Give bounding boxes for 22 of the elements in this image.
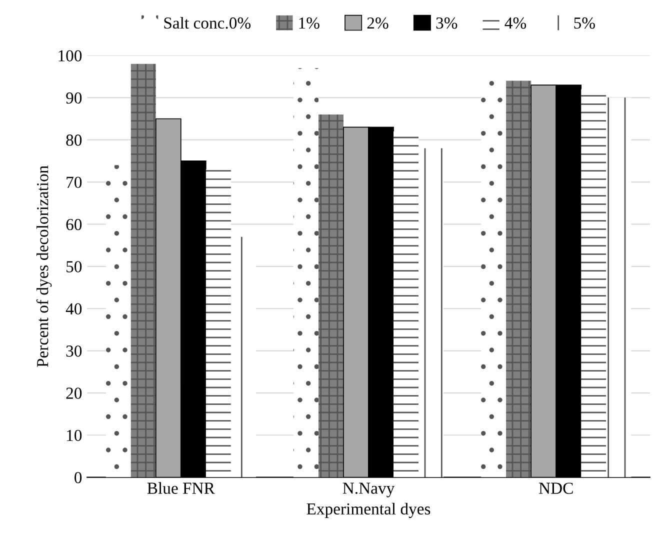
y-tick-label: 80: [66, 134, 82, 146]
y-axis-title: Percent of dyes decolorization: [36, 166, 52, 368]
y-tick-label: 40: [66, 303, 82, 315]
x-tick-label: NDC: [538, 482, 573, 494]
legend-label: 5%: [574, 17, 595, 29]
y-tick-label: 90: [66, 92, 82, 104]
y-tick-label: 0: [74, 472, 82, 484]
legend-label: 1%: [299, 17, 320, 29]
y-tick-label: 60: [66, 218, 82, 230]
y-tick-label: 50: [66, 261, 82, 272]
y-tick-label: 70: [66, 176, 82, 188]
legend-label: 4%: [504, 17, 526, 29]
x-tick-label: N.Navy: [342, 482, 395, 498]
legend-label: 3%: [436, 17, 458, 29]
y-tick-label: 20: [66, 388, 82, 399]
legend-label: Salt conc.0%: [164, 16, 251, 29]
y-tick-label: 10: [67, 430, 82, 442]
legend-label: 2%: [367, 17, 388, 29]
y-tick-label: 100: [58, 50, 82, 62]
x-tick-label: Blue FNR: [147, 482, 215, 494]
x-axis-title: Experimental dyes: [306, 502, 430, 518]
y-tick-label: 30: [66, 345, 82, 357]
